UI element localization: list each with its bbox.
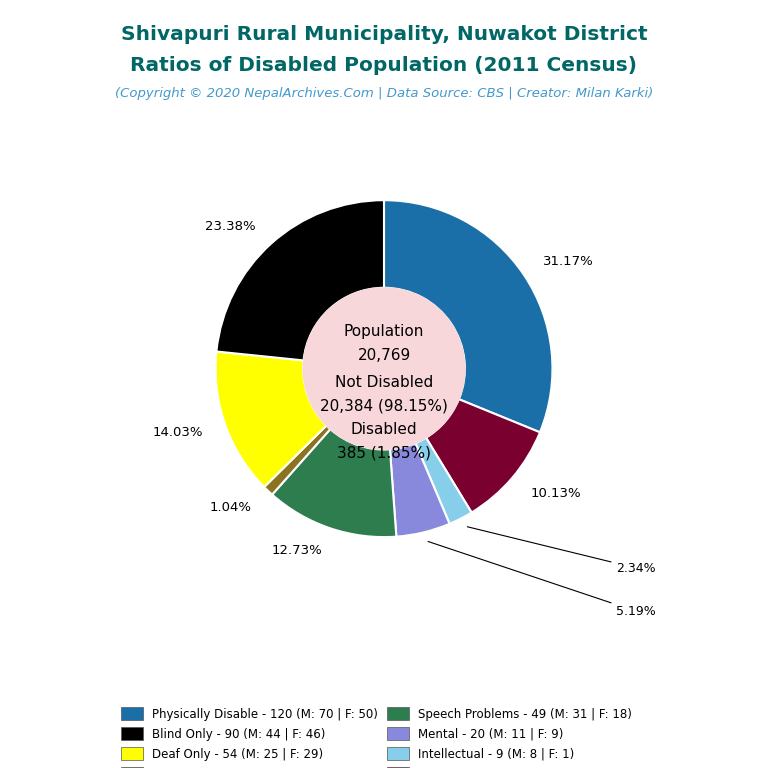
Legend: Physically Disable - 120 (M: 70 | F: 50), Blind Only - 90 (M: 44 | F: 46), Deaf : Physically Disable - 120 (M: 70 | F: 50)… bbox=[121, 707, 647, 768]
Text: Population: Population bbox=[344, 324, 424, 339]
Text: 10.13%: 10.13% bbox=[530, 487, 581, 500]
Wedge shape bbox=[217, 200, 384, 360]
Text: 2.34%: 2.34% bbox=[468, 527, 656, 574]
Text: 23.38%: 23.38% bbox=[205, 220, 255, 233]
Text: 1.04%: 1.04% bbox=[210, 502, 252, 515]
Text: Shivapuri Rural Municipality, Nuwakot District: Shivapuri Rural Municipality, Nuwakot Di… bbox=[121, 25, 647, 44]
Text: 385 (1.85%): 385 (1.85%) bbox=[337, 445, 431, 460]
Wedge shape bbox=[384, 200, 552, 432]
Text: Not Disabled: Not Disabled bbox=[335, 375, 433, 389]
Text: 31.17%: 31.17% bbox=[544, 255, 594, 268]
Text: Ratios of Disabled Population (2011 Census): Ratios of Disabled Population (2011 Cens… bbox=[131, 56, 637, 74]
Text: (Copyright © 2020 NepalArchives.Com | Data Source: CBS | Creator: Milan Karki): (Copyright © 2020 NepalArchives.Com | Da… bbox=[115, 88, 653, 100]
Wedge shape bbox=[216, 352, 326, 487]
Wedge shape bbox=[272, 429, 396, 537]
Circle shape bbox=[303, 288, 465, 449]
Text: 5.19%: 5.19% bbox=[428, 541, 656, 617]
Text: 20,769: 20,769 bbox=[357, 348, 411, 362]
Wedge shape bbox=[264, 425, 330, 495]
Text: 12.73%: 12.73% bbox=[272, 544, 323, 557]
Text: Disabled: Disabled bbox=[351, 422, 417, 437]
Wedge shape bbox=[426, 399, 540, 512]
Wedge shape bbox=[390, 443, 449, 537]
Text: 14.03%: 14.03% bbox=[152, 426, 203, 439]
Wedge shape bbox=[415, 438, 472, 524]
Text: 20,384 (98.15%): 20,384 (98.15%) bbox=[320, 398, 448, 413]
